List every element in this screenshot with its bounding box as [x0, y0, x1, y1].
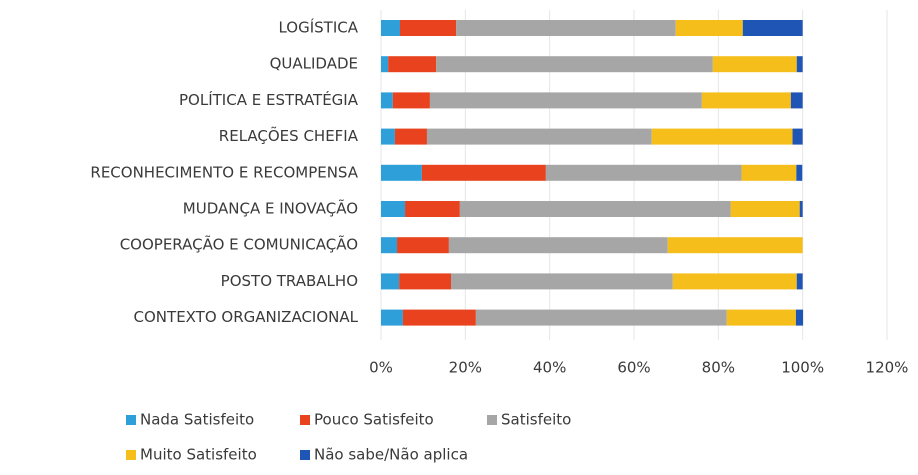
bar-segment	[392, 92, 430, 109]
bar-segment	[667, 237, 803, 254]
bar-segment	[545, 164, 742, 181]
bar-segment	[388, 56, 437, 73]
bar-segment	[792, 128, 803, 145]
bar-segment	[381, 164, 422, 181]
y-tick-label: COOPERAÇÃO E COMUNICAÇÃO	[120, 235, 358, 254]
legend-label: Pouco Satisfeito	[314, 411, 434, 429]
legend-swatch	[126, 450, 136, 460]
bar-segment	[799, 201, 803, 217]
bar-segment	[381, 92, 393, 109]
y-tick-label: LOGÍSTICA	[278, 18, 358, 37]
legend-label: Muito Satisfeito	[140, 446, 257, 464]
x-tick-label: 0%	[369, 359, 393, 377]
y-tick-label: RELAÇÕES CHEFIA	[219, 126, 359, 145]
bar-segment	[399, 20, 457, 36]
x-tick-label: 40%	[533, 359, 566, 377]
legend-swatch	[300, 450, 310, 460]
bar-segment	[429, 92, 702, 109]
bar-segment	[726, 309, 796, 326]
bar-segment	[712, 56, 797, 73]
bar-segment	[381, 128, 395, 145]
bar-segment	[381, 237, 398, 254]
bar-segment	[426, 128, 652, 145]
bar-segment	[796, 164, 803, 181]
bar-segment	[402, 309, 476, 326]
bar-segment	[742, 20, 803, 36]
bar-segment	[381, 309, 403, 326]
bar-segment	[397, 237, 449, 254]
bar-segment	[730, 201, 800, 217]
bar-segment	[381, 20, 400, 36]
y-tick-label: RECONHECIMENTO E RECOMPENSA	[90, 163, 358, 181]
x-tick-label: 120%	[866, 359, 909, 377]
bar-segment	[672, 273, 797, 290]
x-tick-label: 80%	[702, 359, 735, 377]
y-tick-label: QUALIDADE	[270, 55, 358, 73]
x-tick-label: 60%	[617, 359, 650, 377]
y-tick-label: CONTEXTO ORGANIZACIONAL	[134, 308, 359, 326]
bar-segment	[399, 273, 451, 290]
legend-label: Satisfeito	[501, 411, 571, 429]
bar-segment	[450, 273, 673, 290]
bar-segment	[405, 201, 460, 217]
bar-segment	[459, 201, 731, 217]
legend-swatch	[487, 415, 497, 425]
legend-swatch	[300, 415, 310, 425]
bar-segment	[701, 92, 791, 109]
bar-segment	[795, 309, 804, 326]
legend-label: Não sabe/Não aplica	[314, 446, 468, 464]
y-tick-label: POSTO TRABALHO	[221, 272, 358, 290]
bar-segment	[790, 92, 803, 109]
bar-segment	[436, 56, 713, 73]
bar-segment	[381, 201, 406, 217]
bar-segment	[381, 273, 400, 290]
x-tick-label: 20%	[449, 359, 482, 377]
y-tick-label: POLÍTICA E ESTRATÉGIA	[179, 90, 359, 109]
bar-segment	[456, 20, 676, 36]
bar-segment	[675, 20, 743, 36]
legend-label: Nada Satisfeito	[140, 411, 254, 429]
bar-segment	[796, 273, 803, 290]
bar-segment	[796, 56, 803, 73]
bar-segment	[421, 164, 546, 181]
bar-segment	[741, 164, 797, 181]
bar-segment	[448, 237, 668, 254]
bar-segment	[381, 56, 389, 73]
legend-swatch	[126, 415, 136, 425]
bar-segment	[475, 309, 727, 326]
bar-segment	[651, 128, 793, 145]
bar-segment	[394, 128, 427, 145]
x-tick-label: 100%	[781, 359, 824, 377]
y-tick-label: MUDANÇA E INOVAÇÃO	[183, 199, 358, 218]
